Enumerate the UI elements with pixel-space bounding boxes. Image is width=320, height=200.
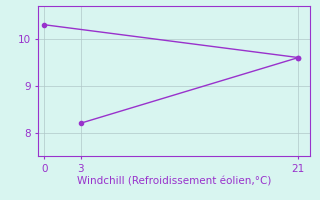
X-axis label: Windchill (Refroidissement éolien,°C): Windchill (Refroidissement éolien,°C) bbox=[77, 176, 272, 186]
